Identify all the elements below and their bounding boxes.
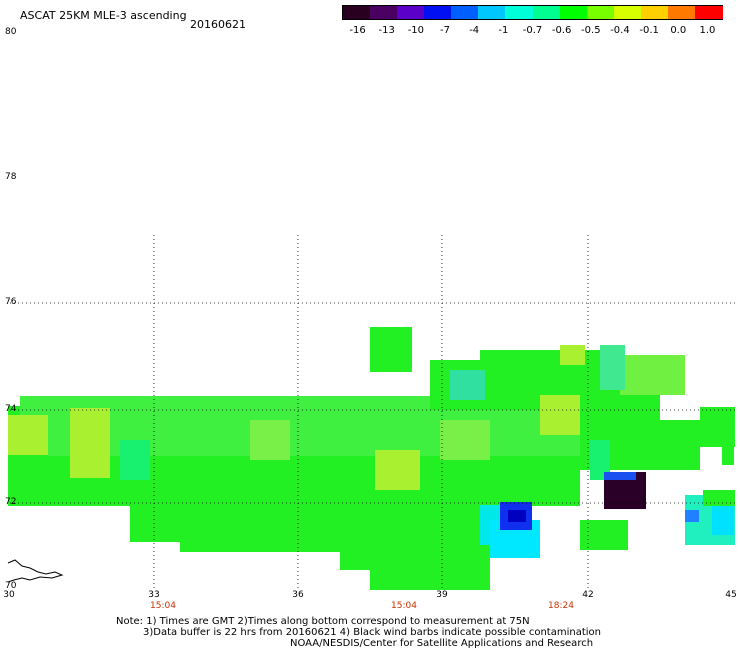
color-scale-swatch <box>667 6 696 19</box>
color-scale-swatch <box>586 6 615 19</box>
note-line-1: Note: 1) Times are GMT 2)Times along bot… <box>116 616 530 627</box>
lat-label-72: 72 <box>5 497 17 507</box>
color-scale-label: 0.0 <box>670 25 687 36</box>
swath-patch <box>590 440 610 480</box>
color-scale-label: -10 <box>407 25 425 36</box>
swath-patch <box>655 420 700 470</box>
color-scale-swatch <box>694 6 723 19</box>
swath-patch <box>580 520 628 550</box>
lat-label-74: 74 <box>5 404 17 414</box>
color-scale-label: -4 <box>469 25 480 36</box>
color-scale-label: -0.5 <box>581 25 601 36</box>
swath-patch <box>703 490 735 506</box>
coastline <box>7 559 64 583</box>
time-label-2: 15:04 <box>391 601 417 611</box>
color-scale-swatch <box>613 6 642 19</box>
color-scale-label: -7 <box>440 25 451 36</box>
swath-patch <box>450 370 485 400</box>
color-scale-label: -0.4 <box>610 25 630 36</box>
color-scale-label: -13 <box>378 25 395 36</box>
color-scale-label: -0.6 <box>551 25 572 36</box>
color-scale-swatch <box>505 6 534 19</box>
lat-label-70: 70 <box>5 581 17 591</box>
time-label-3: 18:24 <box>548 601 574 611</box>
swath-patch <box>8 415 48 460</box>
swath-patch <box>600 345 625 390</box>
swath-patch <box>700 407 735 447</box>
note-line-2: 3)Data buffer is 22 hrs from 20160621 4)… <box>143 627 601 638</box>
color-scale-swatch <box>451 6 479 19</box>
low-wind-cell <box>685 510 699 522</box>
lat-label-76: 76 <box>5 297 17 307</box>
lon-label-39: 39 <box>436 590 448 600</box>
lon-label-42: 42 <box>582 590 594 600</box>
swath-patch <box>70 408 110 478</box>
swath-patch <box>560 345 585 365</box>
color-scale-label: -0.7 <box>522 25 543 36</box>
very-low-cell <box>604 472 636 480</box>
color-scale-swatch <box>397 6 425 19</box>
map-date: 20160621 <box>190 18 246 31</box>
swath-patch <box>370 327 412 372</box>
color-scale-swatch <box>532 6 561 19</box>
color-scale-swatch <box>424 6 452 19</box>
color-scale-swatch <box>343 6 371 19</box>
swath-patch <box>440 420 490 460</box>
color-scale-swatch <box>370 6 398 19</box>
color-scale-bar <box>342 5 723 20</box>
swath-patch <box>722 445 734 465</box>
color-scale-swatch <box>478 6 506 19</box>
swath-patch <box>250 420 290 460</box>
color-scale-swatch <box>640 6 669 19</box>
lat-label-78: 78 <box>5 172 17 182</box>
color-scale-label: -0.1 <box>639 25 659 36</box>
low-wind-cell <box>712 505 734 535</box>
lon-label-33: 33 <box>148 590 160 600</box>
swath-patch <box>120 440 150 480</box>
color-scale-label: -16 <box>349 25 366 36</box>
lon-label-45: 45 <box>725 590 737 600</box>
map-title: ASCAT 25KM MLE-3 ascending <box>20 9 187 22</box>
swath-patch <box>8 455 48 493</box>
low-wind-cell <box>508 510 526 522</box>
color-scale-label: -1 <box>498 25 509 36</box>
swath-band <box>370 560 490 590</box>
color-scale-swatch <box>559 6 588 19</box>
color-scale-label: 1.0 <box>699 25 716 36</box>
lat-label-80: 80 <box>5 27 17 37</box>
swath-patch <box>375 450 420 490</box>
note-line-3: NOAA/NESDIS/Center for Satellite Applica… <box>290 638 594 649</box>
lon-label-30: 30 <box>3 590 15 600</box>
swath-patch <box>540 395 580 435</box>
time-label-1: 15:04 <box>150 601 176 611</box>
lon-label-36: 36 <box>292 590 304 600</box>
swath-patch <box>620 355 685 395</box>
